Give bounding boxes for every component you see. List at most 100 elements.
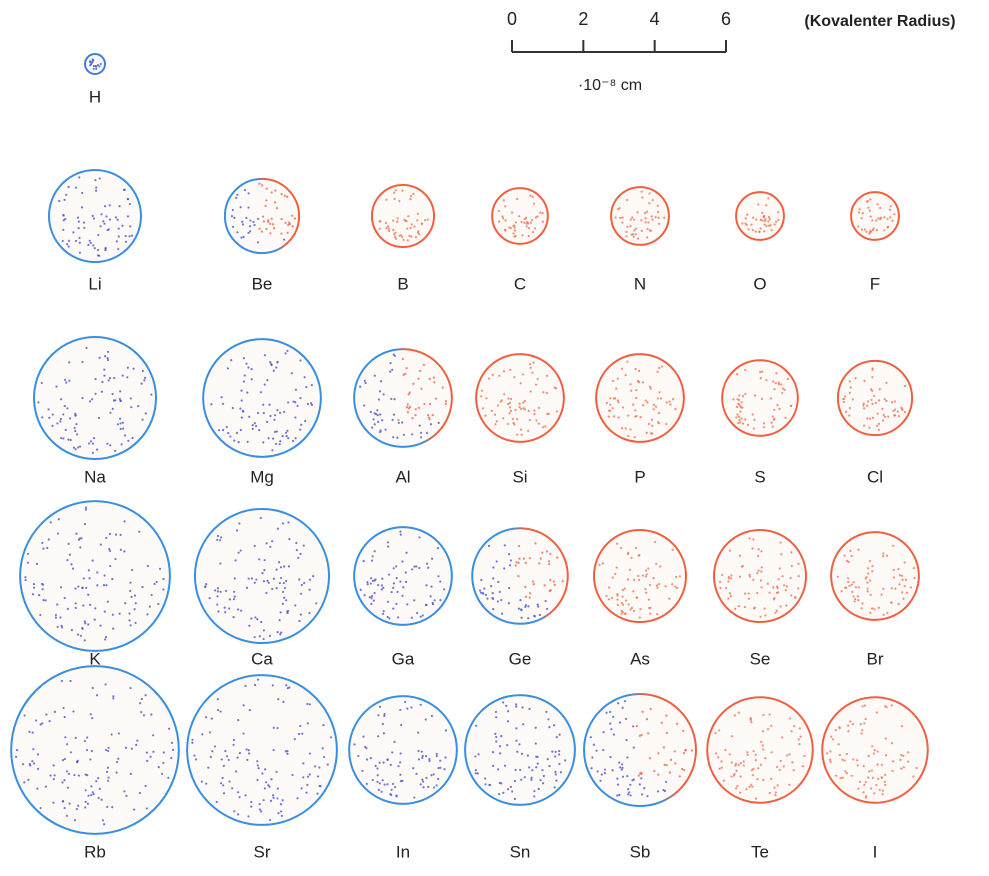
dot bbox=[112, 628, 114, 630]
dot bbox=[265, 781, 267, 783]
dot bbox=[759, 371, 761, 373]
dot bbox=[651, 425, 653, 427]
dot bbox=[393, 414, 395, 416]
dot bbox=[126, 376, 128, 378]
dot bbox=[495, 716, 497, 718]
dot bbox=[495, 711, 497, 713]
dot bbox=[753, 427, 755, 429]
dot bbox=[314, 765, 316, 767]
dot bbox=[735, 416, 737, 418]
dot bbox=[417, 750, 419, 752]
dot bbox=[216, 595, 218, 597]
dot bbox=[75, 607, 77, 609]
dot bbox=[379, 220, 381, 222]
dot bbox=[130, 773, 132, 775]
dot bbox=[421, 757, 423, 759]
element-label: H bbox=[89, 87, 101, 106]
dot bbox=[244, 374, 246, 376]
dot bbox=[273, 227, 275, 229]
dot bbox=[49, 720, 51, 722]
dot bbox=[538, 423, 540, 425]
dot bbox=[210, 756, 212, 758]
dot bbox=[149, 606, 151, 608]
dot bbox=[370, 582, 372, 584]
dot bbox=[100, 63, 102, 65]
dot bbox=[648, 599, 650, 601]
dot bbox=[857, 788, 859, 790]
dot bbox=[406, 707, 408, 709]
dot bbox=[498, 220, 500, 222]
dot bbox=[858, 586, 860, 588]
dot bbox=[729, 550, 731, 552]
dot bbox=[370, 603, 372, 605]
dot bbox=[675, 576, 677, 578]
dot bbox=[108, 379, 110, 381]
dot bbox=[851, 584, 853, 586]
dot bbox=[304, 376, 306, 378]
dot bbox=[276, 409, 278, 411]
dot bbox=[773, 419, 775, 421]
dot bbox=[400, 780, 402, 782]
dot bbox=[904, 411, 906, 413]
dot bbox=[853, 600, 855, 602]
dot bbox=[101, 391, 103, 393]
atom bbox=[584, 694, 696, 806]
dot bbox=[754, 394, 756, 396]
dot bbox=[621, 596, 623, 598]
dot bbox=[412, 383, 414, 385]
dot bbox=[851, 591, 853, 593]
dot bbox=[630, 218, 632, 220]
dot bbox=[725, 587, 727, 589]
dot bbox=[279, 619, 281, 621]
dot bbox=[750, 721, 752, 723]
dot bbox=[780, 541, 782, 543]
dot bbox=[94, 619, 96, 621]
dot bbox=[841, 759, 843, 761]
dot bbox=[77, 216, 79, 218]
dot bbox=[646, 401, 648, 403]
dot bbox=[214, 589, 216, 591]
dot bbox=[273, 578, 275, 580]
dot bbox=[832, 738, 834, 740]
dot bbox=[397, 765, 399, 767]
dot bbox=[529, 419, 531, 421]
dot bbox=[533, 795, 535, 797]
dot bbox=[764, 614, 766, 616]
dot bbox=[436, 784, 438, 786]
dot bbox=[626, 226, 628, 228]
dot bbox=[81, 361, 83, 363]
element-label: Na bbox=[84, 467, 106, 486]
dot bbox=[219, 562, 221, 564]
dot bbox=[353, 743, 355, 745]
dot bbox=[664, 764, 666, 766]
dot bbox=[533, 410, 535, 412]
dot bbox=[432, 602, 434, 604]
dot bbox=[534, 542, 536, 544]
dot bbox=[883, 216, 885, 218]
dot bbox=[269, 223, 271, 225]
dot bbox=[497, 404, 499, 406]
dot bbox=[432, 414, 434, 416]
dot bbox=[277, 631, 279, 633]
dot bbox=[861, 217, 863, 219]
dot bbox=[86, 749, 88, 751]
dot bbox=[406, 227, 408, 229]
dot bbox=[635, 228, 637, 230]
dot bbox=[428, 416, 430, 418]
dot bbox=[848, 585, 850, 587]
dot bbox=[639, 416, 641, 418]
dot bbox=[617, 401, 619, 403]
dot bbox=[121, 443, 123, 445]
dot bbox=[421, 778, 423, 780]
dot bbox=[129, 582, 131, 584]
dot bbox=[412, 767, 414, 769]
dot bbox=[248, 192, 250, 194]
dot bbox=[542, 391, 544, 393]
dot bbox=[625, 374, 627, 376]
dot bbox=[83, 221, 85, 223]
dot bbox=[629, 794, 631, 796]
dot bbox=[295, 542, 297, 544]
dot bbox=[92, 559, 94, 561]
dot bbox=[633, 236, 635, 238]
dot bbox=[400, 234, 402, 236]
